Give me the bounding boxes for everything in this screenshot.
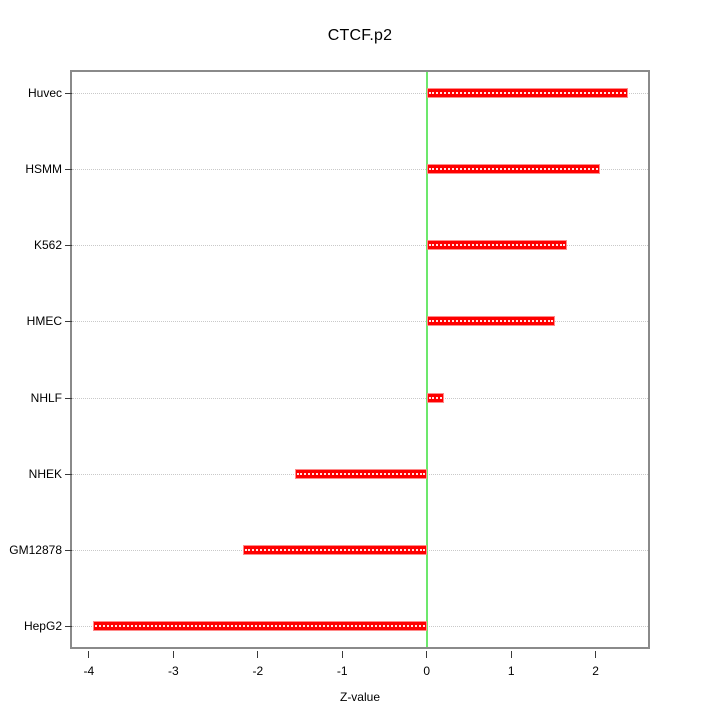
category-label: NHEK (28, 466, 62, 481)
bar (426, 88, 628, 98)
bar (426, 392, 444, 403)
y-tick (65, 245, 72, 247)
x-tick (510, 651, 512, 658)
bar-gridline-overlay (428, 320, 554, 323)
bar (426, 316, 556, 327)
plot-area (72, 72, 648, 647)
bar-gridline-overlay (244, 548, 425, 551)
bar-gridline-overlay (428, 244, 565, 247)
category-label: NHLF (30, 390, 62, 405)
x-tick (88, 651, 90, 658)
grid-line (72, 245, 648, 247)
bar (294, 468, 427, 479)
grid-line (72, 397, 648, 399)
y-tick (65, 93, 72, 94)
category-label: Huvec (27, 86, 62, 100)
x-tick (426, 651, 428, 658)
category-label: GM12878 (9, 542, 62, 557)
category-label: K562 (33, 238, 62, 253)
x-tick (172, 651, 174, 658)
x-tick-label: -2 (252, 664, 264, 678)
x-tick-label: 1 (507, 664, 515, 678)
x-tick-label: -1 (336, 664, 348, 678)
x-tick-label: 0 (423, 664, 431, 678)
x-tick (341, 651, 343, 658)
bar-gridline-overlay (95, 625, 425, 627)
plot-border (70, 70, 650, 649)
zero-line (425, 72, 428, 647)
y-tick (65, 473, 72, 475)
grid-line (72, 321, 648, 323)
y-tick (65, 549, 72, 551)
x-tick-label: -4 (83, 664, 95, 678)
category-label: HepG2 (23, 619, 62, 633)
bar (426, 240, 567, 251)
grid-line (72, 169, 648, 171)
bar-gridline-overlay (296, 472, 425, 475)
x-tick (257, 651, 259, 658)
bar-gridline-overlay (428, 396, 442, 399)
bar (242, 544, 427, 555)
y-tick (65, 626, 72, 627)
bar (426, 164, 600, 175)
category-label: HMEC (26, 314, 62, 329)
category-label: HSMM (25, 162, 62, 177)
x-axis-label: Z-value (339, 690, 380, 704)
y-tick (65, 169, 72, 171)
x-tick-label: -3 (168, 664, 179, 678)
y-tick (65, 321, 72, 323)
y-tick (65, 397, 72, 399)
bar-gridline-overlay (428, 168, 598, 171)
bar (93, 621, 427, 631)
bar-gridline-overlay (428, 92, 626, 94)
chart-title: CTCF.p2 (327, 27, 393, 44)
grid-line (72, 93, 648, 94)
x-tick (595, 651, 597, 658)
x-tick-label: 2 (592, 664, 599, 678)
